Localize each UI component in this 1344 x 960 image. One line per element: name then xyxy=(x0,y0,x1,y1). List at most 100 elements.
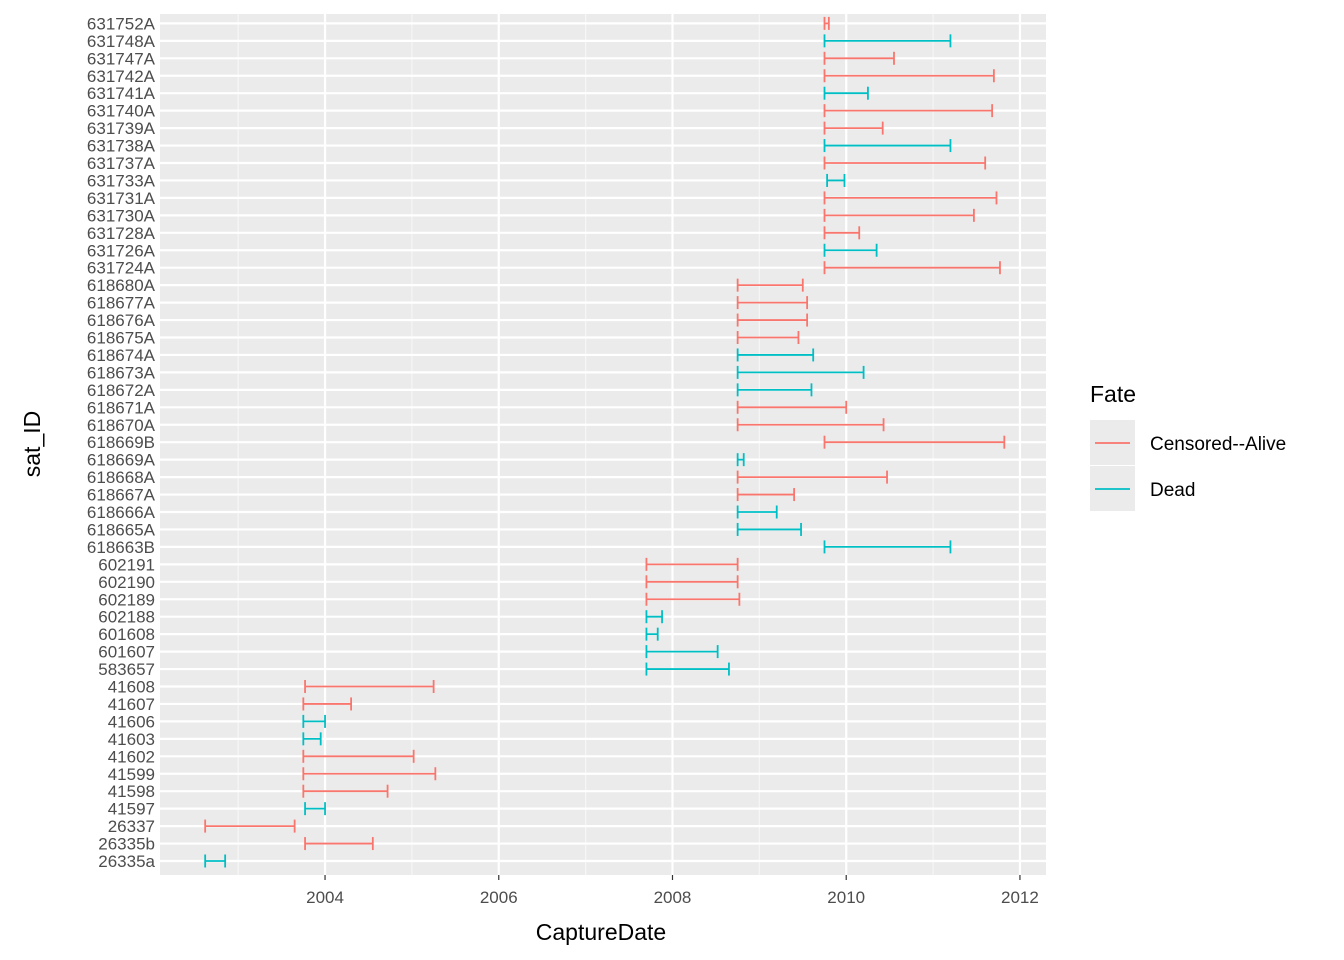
range-618674A xyxy=(736,348,815,362)
range-602188 xyxy=(645,610,663,624)
y-tick-label: 41603 xyxy=(108,730,155,749)
legend-title: Fate xyxy=(1090,381,1136,407)
range-618665A xyxy=(736,522,802,536)
legend: Fate Censored--Alive Dead xyxy=(1090,381,1286,511)
y-tick-label: 583657 xyxy=(98,660,155,679)
y-tick-label: 41598 xyxy=(108,782,155,801)
y-tick-label: 601608 xyxy=(98,625,155,644)
y-tick-label: 618680A xyxy=(87,276,156,295)
y-tick-label: 602190 xyxy=(98,573,155,592)
x-axis-title: CaptureDate xyxy=(536,919,666,945)
y-tick-label: 618674A xyxy=(87,346,156,365)
range-41599 xyxy=(302,767,437,781)
range-618669A xyxy=(736,453,745,467)
y-tick-label: 26335a xyxy=(98,852,155,871)
y-tick-label: 631738A xyxy=(87,137,156,156)
range-601607 xyxy=(645,645,719,659)
x-tick-label: 2010 xyxy=(827,888,865,907)
range-631739A xyxy=(823,121,884,135)
range-631724A xyxy=(823,261,1001,275)
y-axis-title: sat_ID xyxy=(19,411,45,477)
y-tick-label: 602189 xyxy=(98,590,155,609)
y-tick-label: 631742A xyxy=(87,67,156,86)
y-tick-label: 602191 xyxy=(98,555,155,574)
y-tick-label: 41597 xyxy=(108,800,155,819)
bars xyxy=(204,16,1006,868)
y-tick-label: 631739A xyxy=(87,119,156,138)
range-41597 xyxy=(304,802,326,816)
y-tick-label: 618676A xyxy=(87,311,156,330)
range-631740A xyxy=(823,104,994,118)
y-tick-label: 618671A xyxy=(87,398,156,417)
range-618673A xyxy=(736,365,865,379)
range-26337 xyxy=(204,819,296,833)
y-tick-label: 618668A xyxy=(87,468,156,487)
y-tick-label: 631726A xyxy=(87,241,156,260)
range-618667A xyxy=(736,488,795,502)
range-618672A xyxy=(736,383,813,397)
y-tick-label: 618677A xyxy=(87,294,156,313)
y-tick-label: 631748A xyxy=(87,32,156,51)
y-tick-label: 618675A xyxy=(87,329,156,348)
y-tick-label: 26337 xyxy=(108,817,155,836)
y-tick-label: 618673A xyxy=(87,363,156,382)
range-631728A xyxy=(823,226,861,240)
y-tick-label: 26335b xyxy=(98,835,155,854)
range-618670A xyxy=(736,418,885,432)
range-602190 xyxy=(645,575,739,589)
plot-panel xyxy=(160,14,1046,875)
y-tick-label: 618663B xyxy=(87,538,155,557)
y-tick-label: 41608 xyxy=(108,678,155,697)
range-26335a xyxy=(204,854,227,868)
range-602191 xyxy=(645,557,739,571)
y-tick-label: 631737A xyxy=(87,154,156,173)
range-41607 xyxy=(302,697,352,711)
y-tick-label: 618669B xyxy=(87,433,155,452)
y-tick-label: 618665A xyxy=(87,520,156,539)
y-tick-label: 618666A xyxy=(87,503,156,522)
y-tick-label: 602188 xyxy=(98,608,155,627)
range-618680A xyxy=(736,278,804,292)
range-41606 xyxy=(302,714,326,728)
range-41603 xyxy=(302,732,322,746)
y-tick-label: 618672A xyxy=(87,381,156,400)
y-tick-label: 618670A xyxy=(87,416,156,435)
range-631748A xyxy=(823,34,952,48)
y-tick-label: 631733A xyxy=(87,171,156,190)
range-618676A xyxy=(736,313,809,327)
y-tick-label: 631747A xyxy=(87,49,156,68)
range-631738A xyxy=(823,139,952,153)
range-631730A xyxy=(823,208,975,222)
y-tick-label: 41606 xyxy=(108,712,155,731)
range-631731A xyxy=(823,191,998,205)
y-tick-label: 631728A xyxy=(87,224,156,243)
range-41608 xyxy=(304,680,435,693)
legend-label: Dead xyxy=(1150,480,1195,501)
range-618666A xyxy=(736,505,778,519)
y-tick-label: 41607 xyxy=(108,695,155,714)
range-601608 xyxy=(645,627,659,641)
legend-entry: Censored--Alive xyxy=(1090,420,1286,465)
y-tick-label: 631724A xyxy=(87,259,156,278)
range-618677A xyxy=(736,296,809,310)
x-tick-label: 2008 xyxy=(654,888,692,907)
range-618675A xyxy=(736,331,800,344)
range-618671A xyxy=(736,400,848,414)
x-tick-labels: 2004 2006 2008 2010 2012 xyxy=(306,875,1039,907)
range-41602 xyxy=(302,749,415,763)
legend-label: Censored--Alive xyxy=(1150,434,1286,455)
x-tick-label: 2012 xyxy=(1001,888,1039,907)
range-41598 xyxy=(302,784,389,798)
range-631726A xyxy=(823,243,878,257)
y-tick-label: 631731A xyxy=(87,189,156,208)
range-618668A xyxy=(736,470,888,484)
y-tick-label: 41602 xyxy=(108,747,155,766)
x-tick-label: 2004 xyxy=(306,888,344,907)
range-631733A xyxy=(826,173,846,187)
range-618663B xyxy=(823,540,952,554)
y-tick-labels: 631752A631748A631747A631742A631741A63174… xyxy=(87,14,156,871)
y-tick-label: 618667A xyxy=(87,486,156,505)
y-tick-label: 631740A xyxy=(87,102,156,121)
y-tick-label: 618669A xyxy=(87,451,156,470)
